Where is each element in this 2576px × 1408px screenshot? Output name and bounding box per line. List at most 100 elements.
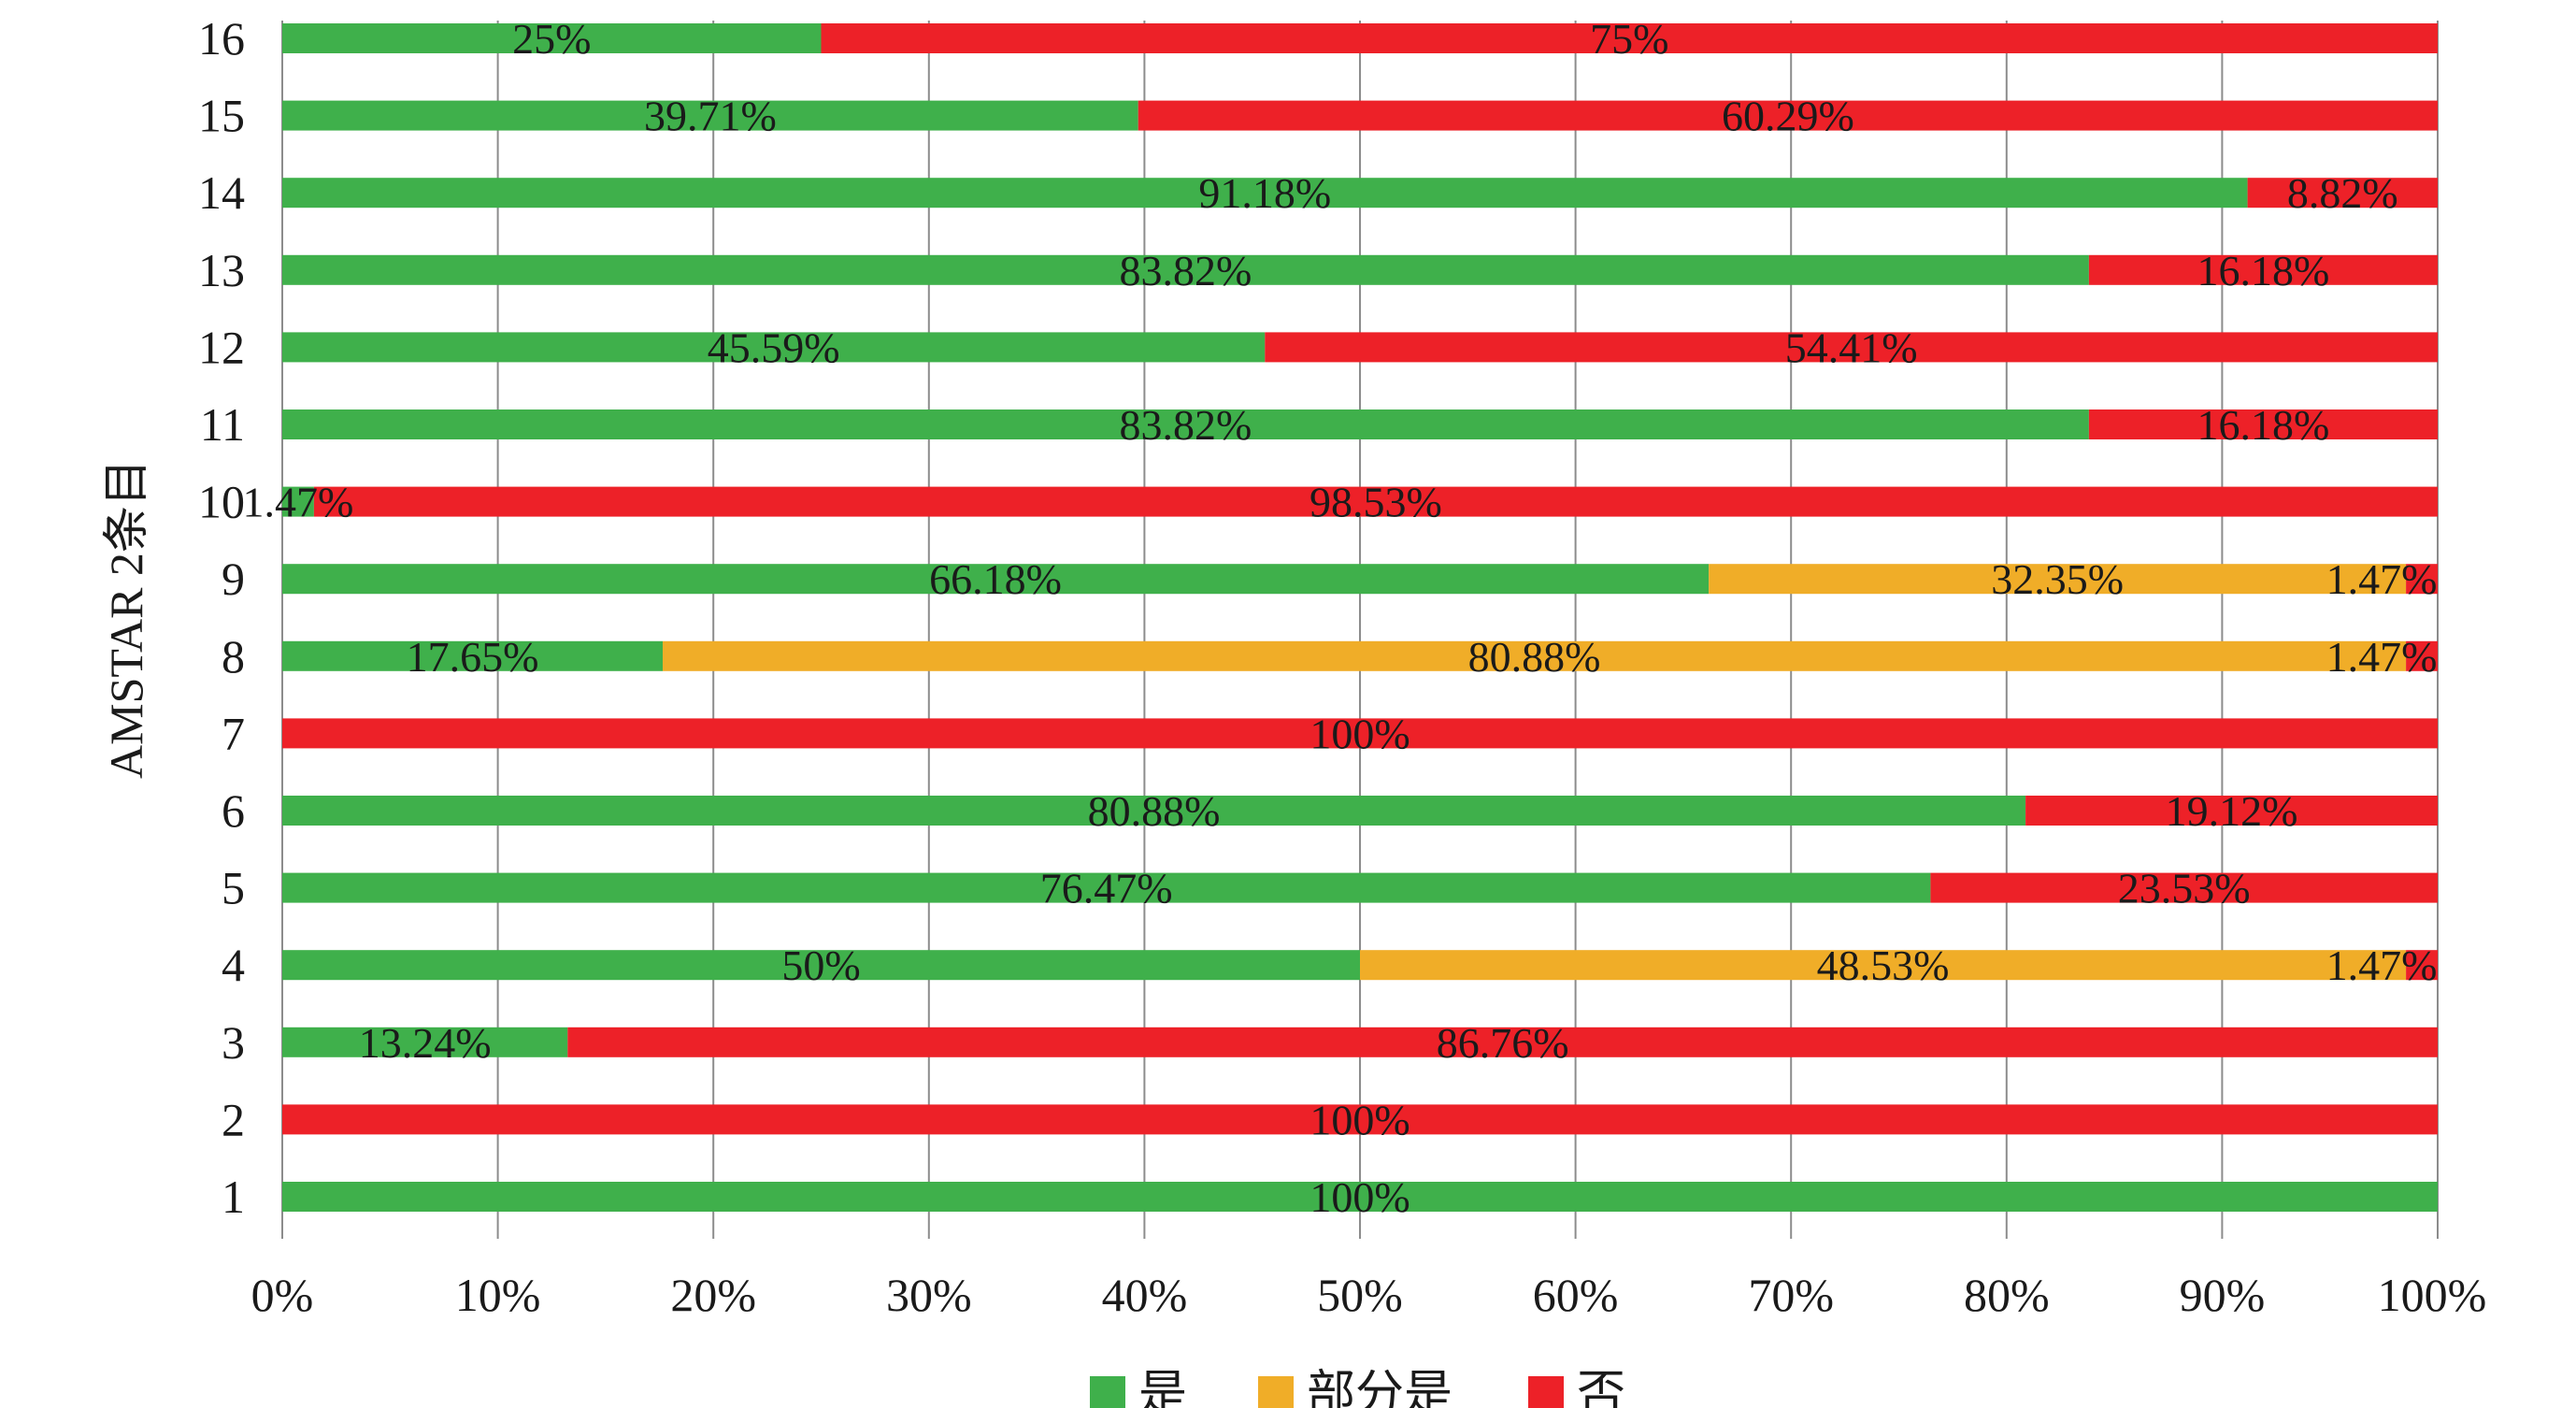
bar-segment xyxy=(567,1027,2438,1057)
data-label: 16.18% xyxy=(2197,247,2330,295)
legend-swatch xyxy=(1090,1376,1125,1408)
data-label: 100% xyxy=(1309,1173,1410,1221)
data-label: 39.71% xyxy=(644,93,777,140)
bar-segment xyxy=(282,564,1710,595)
legend: 是 部分是 否 xyxy=(1090,1368,1625,1408)
x-axis-ticks: 0% 10% 20% 30% 40% 50% 60% 70% 80% 90% 100% xyxy=(251,1269,2487,1321)
x-tick-label: 50% xyxy=(1317,1269,1403,1321)
bar-segment xyxy=(282,640,664,671)
bar-segment xyxy=(663,640,2407,671)
bar-segment xyxy=(2247,178,2438,208)
bars xyxy=(282,23,2438,1212)
y-category-label: 10 xyxy=(198,476,245,528)
bar-segment xyxy=(282,178,2248,208)
data-label: 83.82% xyxy=(1120,401,1252,449)
x-tick-label: 30% xyxy=(886,1269,972,1321)
bar-segment xyxy=(821,23,2438,53)
data-label: 13.24% xyxy=(359,1019,492,1067)
data-label: 50% xyxy=(781,941,860,989)
y-category-label: 2 xyxy=(222,1093,245,1145)
x-tick-label: 70% xyxy=(1748,1269,1834,1321)
bar-segment xyxy=(1360,950,2407,981)
legend-label: 是 xyxy=(1138,1368,1187,1408)
legend-swatch xyxy=(1528,1376,1564,1408)
bar-segment xyxy=(282,872,1931,903)
data-label: 16.18% xyxy=(2197,401,2330,449)
x-tick-label: 20% xyxy=(670,1269,756,1321)
data-label: 23.53% xyxy=(2118,865,2251,912)
bar-segment xyxy=(282,718,2438,749)
data-label: 54.41% xyxy=(1785,323,1918,371)
legend-label: 部分是 xyxy=(1307,1368,1453,1408)
bar-segment xyxy=(1265,332,2438,363)
data-label: 1.47% xyxy=(243,479,354,526)
legend-label: 否 xyxy=(1577,1368,1625,1408)
bar-segment xyxy=(2406,640,2438,671)
data-label: 48.53% xyxy=(1817,941,1950,989)
data-label: 98.53% xyxy=(1309,479,1442,526)
data-label: 25% xyxy=(512,15,591,63)
y-category-label: 11 xyxy=(200,398,245,451)
data-label: 75% xyxy=(1590,15,1668,63)
bar-segment xyxy=(1709,564,2407,595)
data-label: 1.47% xyxy=(2326,941,2438,989)
data-label: 100% xyxy=(1309,1096,1410,1143)
x-tick-label: 40% xyxy=(1102,1269,1188,1321)
bar-segment xyxy=(282,23,822,53)
data-label: 86.76% xyxy=(1437,1019,1569,1067)
data-label: 80.88% xyxy=(1088,787,1221,835)
y-category-label: 8 xyxy=(222,630,245,682)
data-label: 83.82% xyxy=(1120,247,1252,295)
y-category-label: 6 xyxy=(222,784,245,837)
x-tick-label: 10% xyxy=(455,1269,541,1321)
bar-segment xyxy=(282,1182,2438,1212)
x-tick-label: 80% xyxy=(1964,1269,2050,1321)
bar-segment xyxy=(282,1104,2438,1135)
data-label: 1.47% xyxy=(2326,555,2438,603)
bar-segment xyxy=(2025,796,2438,826)
bar-segment xyxy=(313,486,2438,517)
bar-segment xyxy=(2088,254,2438,285)
data-label: 100% xyxy=(1309,710,1410,757)
y-category-label: 16 xyxy=(198,12,245,65)
y-axis-title: AMSTAR 2条目 xyxy=(100,459,152,779)
y-category-label: 5 xyxy=(222,862,245,914)
y-category-label: 12 xyxy=(198,321,245,373)
data-label: 32.35% xyxy=(1991,555,2124,603)
bar-segment xyxy=(282,1027,568,1057)
x-tick-label: 100% xyxy=(2378,1269,2487,1321)
x-tick-label: 60% xyxy=(1533,1269,1619,1321)
data-label: 91.18% xyxy=(1198,169,1331,217)
y-category-label: 3 xyxy=(222,1016,245,1069)
data-labels: 100% 100% 13.24% 86.76% 50% 48.53% 1.47% 76.47%… xyxy=(243,15,2438,1221)
y-category-label: 7 xyxy=(222,707,245,759)
y-category-label: 13 xyxy=(198,244,245,296)
data-label: 8.82% xyxy=(2287,169,2398,217)
bar-segment xyxy=(282,796,2026,826)
bar-segment xyxy=(1930,872,2438,903)
data-label: 76.47% xyxy=(1040,865,1173,912)
y-category-label: 14 xyxy=(198,166,245,219)
data-label: 17.65% xyxy=(407,633,539,681)
x-tick-label: 90% xyxy=(2180,1269,2266,1321)
bar-segment xyxy=(282,409,2089,439)
x-tick-label: 0% xyxy=(251,1269,314,1321)
bar-segment xyxy=(282,100,1138,131)
bar-segment xyxy=(282,332,1266,363)
bar-segment xyxy=(2406,950,2438,981)
bar-segment xyxy=(2406,564,2438,595)
y-category-label: 15 xyxy=(198,90,245,142)
y-category-label: 4 xyxy=(222,939,245,991)
data-label: 19.12% xyxy=(2166,787,2298,835)
data-label: 80.88% xyxy=(1468,633,1601,681)
data-label: 45.59% xyxy=(708,323,840,371)
bar-segment xyxy=(2088,409,2438,439)
bar-segment xyxy=(282,486,314,517)
y-category-label: 9 xyxy=(222,553,245,605)
data-label: 1.47% xyxy=(2326,633,2438,681)
bar-segment xyxy=(1138,100,2438,131)
legend-swatch xyxy=(1258,1376,1294,1408)
bar-segment xyxy=(282,254,2089,285)
